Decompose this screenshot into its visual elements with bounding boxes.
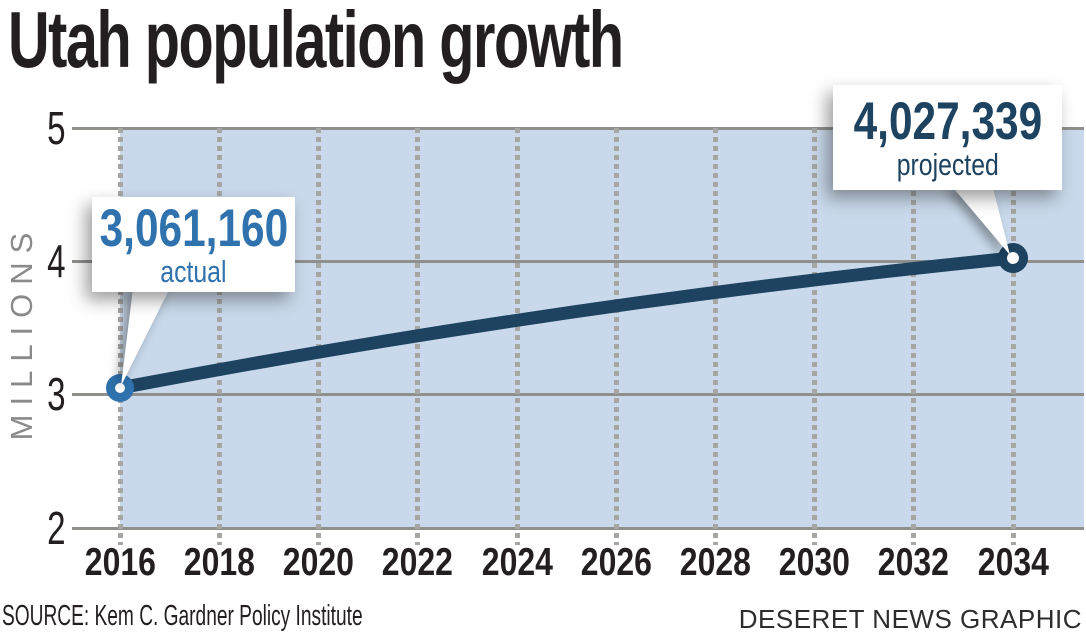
x-tick-2018: 2018 [183, 541, 255, 584]
gridline-y-4 [72, 260, 1084, 263]
x-tick-2030: 2030 [778, 541, 850, 584]
callout-projected-2034: 4,027,339 projected [833, 85, 1062, 190]
gridline-y-5 [72, 127, 1084, 130]
graphic-credit: DESERET NEWS GRAPHIC [738, 604, 1082, 634]
gridline-x-2034 [1011, 128, 1016, 545]
x-tick-2016: 2016 [84, 541, 156, 584]
source-credit: SOURCE: Kem C. Gardner Policy Institute [2, 600, 363, 632]
callout-projected-value: 4,027,339 [853, 91, 1042, 151]
gridline-y-2 [72, 527, 1084, 530]
gridline-x-2016 [118, 128, 123, 545]
x-tick-2020: 2020 [282, 541, 354, 584]
gridline-x-2024 [515, 128, 520, 545]
page-title: Utah population growth [8, 0, 624, 84]
gridline-x-2020 [316, 128, 321, 545]
y-tick-2: 2 [47, 502, 66, 554]
gridline-x-2030 [812, 128, 817, 545]
callout-end-tail [950, 184, 1010, 255]
callout-actual-value: 3,061,160 [99, 198, 288, 258]
trend-path [113, 251, 1020, 395]
callout-actual-label: actual [160, 253, 227, 289]
callout-projected-label: projected [896, 146, 999, 182]
x-tick-2028: 2028 [679, 541, 751, 584]
x-tick-2032: 2032 [877, 541, 949, 584]
gridline-x-2032 [911, 128, 916, 545]
x-tick-2022: 2022 [381, 541, 453, 584]
callout-start-tail [121, 288, 170, 386]
x-tick-2026: 2026 [580, 541, 652, 584]
callout-actual-2016: 3,061,160 actual [92, 197, 295, 292]
x-tick-2034: 2034 [977, 541, 1049, 584]
y-tick-5: 5 [47, 102, 66, 154]
gridline-x-2026 [614, 128, 619, 545]
y-tick-4: 4 [47, 235, 66, 287]
data-point-2016-center [115, 383, 125, 393]
y-tick-3: 3 [47, 368, 66, 420]
gridline-x-2018 [217, 128, 222, 545]
gridline-y-3 [72, 393, 1084, 396]
gridline-x-2028 [713, 128, 718, 545]
x-tick-2024: 2024 [481, 541, 553, 584]
plot-area [120, 128, 1084, 529]
